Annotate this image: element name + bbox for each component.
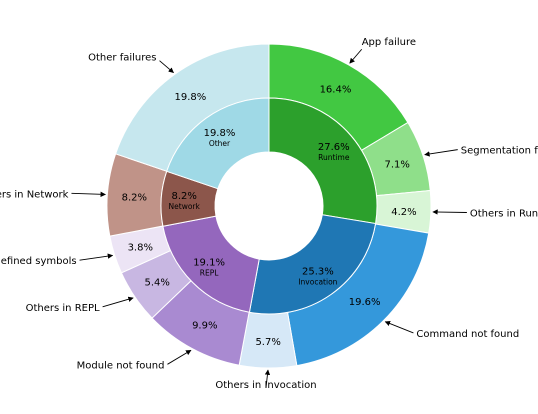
callout-label-module-not-found: Module not found <box>77 360 165 371</box>
inner-slice-invocation <box>248 214 377 315</box>
outer-slice-percent: 3.8% <box>128 243 153 254</box>
outer-slice-percent: 5.7% <box>255 337 280 348</box>
outer-slice-percent: 5.4% <box>144 278 169 289</box>
inner-slice-name: REPL <box>200 268 219 277</box>
inner-slice-percent: 25.3% <box>302 267 334 278</box>
inner-slice-name: Network <box>169 202 201 211</box>
inner-slice-percent: 19.1% <box>193 257 225 268</box>
outer-ring <box>106 43 432 369</box>
inner-labels: 27.6%Runtime 25.3%Invocation 19.1%REPL 8.2%… <box>169 128 350 287</box>
callout-arrow <box>79 253 114 261</box>
outer-slice-percent: 19.8% <box>175 92 207 103</box>
inner-slice-percent: 19.8% <box>204 128 236 139</box>
inner-slice-percent: 27.6% <box>318 142 350 153</box>
inner-ring <box>160 97 378 315</box>
inner-slice-other <box>166 97 270 190</box>
callout-arrow <box>159 60 174 74</box>
callout-label-others-in-invocation: Others in Invocation <box>215 380 316 391</box>
inner-slice-name: Invocation <box>298 278 337 287</box>
callout-arrow <box>349 48 363 64</box>
callout-labels: App failure Segmentation fault Others in R… <box>0 37 538 391</box>
outer-slice-percent: 19.6% <box>349 297 381 308</box>
outer-slice-percent: 9.9% <box>192 321 217 332</box>
inner-slice-name: Other <box>209 139 231 148</box>
outer-slice-percent: 8.2% <box>122 192 147 203</box>
callout-label-command-not-found: Command not found <box>416 329 519 340</box>
callout-label-undefined-symbols: Undefined symbols <box>0 256 77 267</box>
inner-slice-percent: 8.2% <box>171 191 196 202</box>
callout-label-segmentation-fault: Segmentation fault <box>461 146 538 157</box>
callout-label-other-failures: Other failures <box>88 53 156 64</box>
callout-arrow <box>71 191 106 197</box>
inner-slice-runtime <box>268 97 378 225</box>
callout-arrow <box>102 296 134 308</box>
outer-slice-percent: 4.2% <box>391 207 416 218</box>
callout-arrow <box>432 209 467 215</box>
callout-label-others-in-network: Others in Network <box>0 189 69 200</box>
callout-label-others-in-repl: Others in REPL <box>26 303 100 314</box>
callout-arrow <box>264 369 271 389</box>
callout-arrow <box>167 349 192 365</box>
callout-arrow <box>384 320 414 334</box>
callout-arrow <box>424 149 458 157</box>
inner-slice-name: Runtime <box>318 153 350 162</box>
outer-slice-percent: 7.1% <box>385 160 410 171</box>
outer-percent-labels: 16.4% 7.1% 4.2% 19.6% 5.7% 9.9% 5.4% 3.8% 8.2% 19… <box>122 84 417 348</box>
outer-slice-percent: 16.4% <box>320 84 352 95</box>
callout-label-app-failure: App failure <box>362 37 416 48</box>
callout-label-others-in-runtime: Others in Runtime <box>470 208 538 219</box>
